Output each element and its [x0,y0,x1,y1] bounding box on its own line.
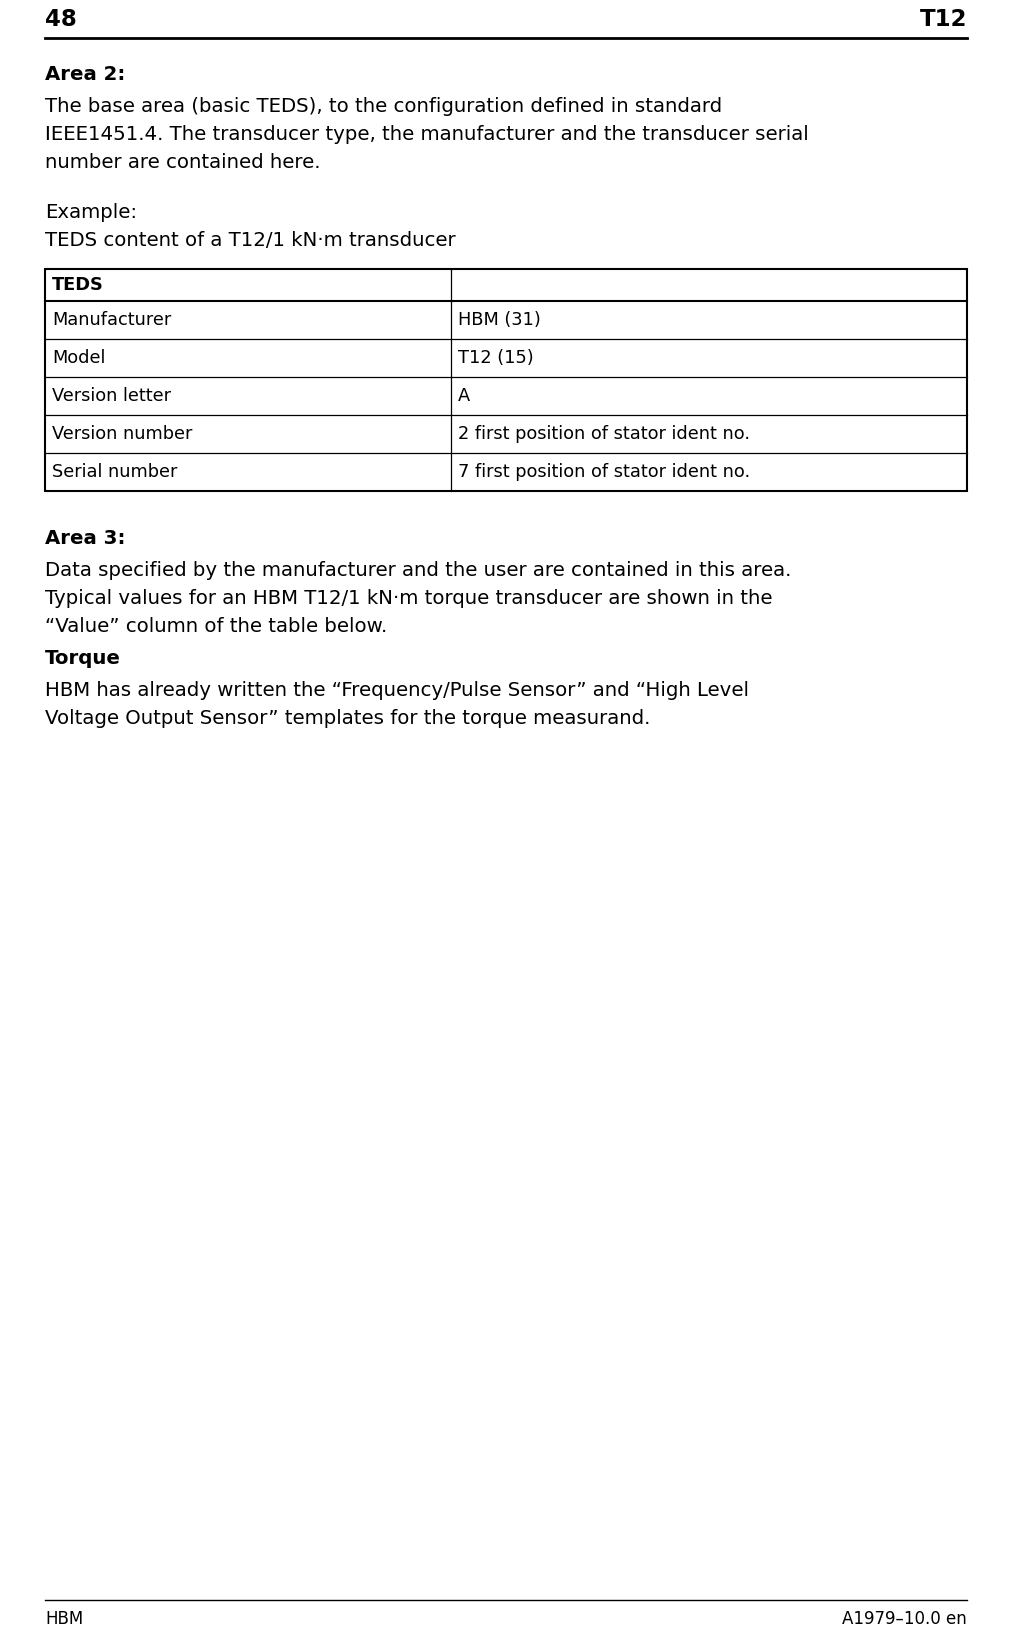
Text: Area 2:: Area 2: [44,64,125,84]
Bar [44,269,967,491]
Text: number are contained here.: number are contained here. [44,154,320,172]
Text: A: A [457,388,469,405]
Text: Voltage Output Sensor” templates for the torque measurand.: Voltage Output Sensor” templates for the… [44,709,650,729]
Text: Version letter: Version letter [52,388,171,405]
Text: Typical values for an HBM T12/1 kN·m torque transducer are shown in the: Typical values for an HBM T12/1 kN·m tor… [44,590,771,608]
Text: T12: T12 [919,8,967,31]
Text: IEEE1451.4. The transducer type, the manufacturer and the transducer serial: IEEE1451.4. The transducer type, the man… [44,126,808,144]
Text: HBM: HBM [44,1611,83,1627]
Text: 48: 48 [44,8,77,31]
Text: Serial number: Serial number [52,464,177,481]
Text: Manufacturer: Manufacturer [52,311,171,329]
Text: HBM (31): HBM (31) [457,311,540,329]
Text: 7 first position of stator ident no.: 7 first position of stator ident no. [457,464,749,481]
Text: The base area (basic TEDS), to the configuration defined in standard: The base area (basic TEDS), to the confi… [44,97,722,116]
Text: HBM has already written the “Frequency/Pulse Sensor” and “High Level: HBM has already written the “Frequency/P… [44,681,748,700]
Text: Model: Model [52,350,105,367]
Text: Area 3:: Area 3: [44,529,125,548]
Text: “Value” column of the table below.: “Value” column of the table below. [44,618,387,636]
Text: TEDS: TEDS [52,276,104,294]
Text: TEDS content of a T12/1 kN·m transducer: TEDS content of a T12/1 kN·m transducer [44,231,455,251]
Text: T12 (15): T12 (15) [457,350,533,367]
Text: A1979–10.0 en: A1979–10.0 en [841,1611,967,1627]
Text: Example:: Example: [44,203,136,223]
Text: 2 first position of stator ident no.: 2 first position of stator ident no. [457,426,749,443]
Text: Torque: Torque [44,649,120,669]
Text: Version number: Version number [52,426,192,443]
Text: Data specified by the manufacturer and the user are contained in this area.: Data specified by the manufacturer and t… [44,562,791,580]
